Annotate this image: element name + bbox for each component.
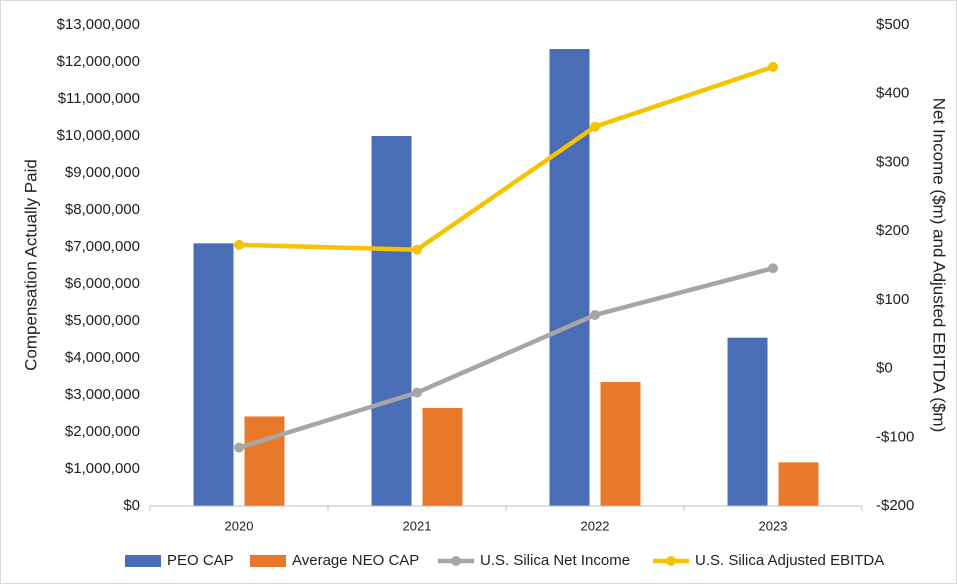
right-tick-label: $400 [876,85,909,102]
left-tick-label: $5,000,000 [65,312,140,329]
bar-peo-cap-2023 [727,337,768,506]
right-tick-label: $0 [876,360,893,377]
line-u-s-silica-adjusted-ebitda [236,64,776,252]
bar-average-neo-cap-2023 [778,462,819,506]
marker-u-s-silica-net-income-2022 [590,309,600,320]
marker-u-s-silica-adjusted-ebitda-2023 [768,61,778,72]
right-tick-label: -$100 [876,428,914,445]
left-tick-label: $12,000,000 [57,53,140,70]
marker-u-s-silica-adjusted-ebitda-2022 [590,121,600,132]
legend: PEO CAP Average NEO CAP U.S. Silica Net In… [125,552,884,569]
lines-layer [234,61,778,453]
legend-swatch-average-neo-cap [250,555,286,567]
x-tick-label: 2022 [581,518,610,533]
legend-label-average-neo-cap: Average NEO CAP [292,552,419,569]
right-tick-label: -$200 [876,497,914,514]
bar-peo-cap-2021 [371,136,412,506]
right-tick-label: $100 [876,291,909,308]
legend-label-peo-cap: PEO CAP [167,552,234,569]
x-tick-label: 2020 [225,518,254,533]
legend-swatch-peo-cap [125,555,161,567]
left-tick-label: $2,000,000 [65,423,140,440]
left-tick-label: $1,000,000 [65,460,140,477]
left-tick-label: $3,000,000 [65,386,140,403]
right-tick-label: $300 [876,153,909,170]
bar-average-neo-cap-2020 [244,416,285,506]
right-axis-ticks: -$200 -$100 $0 $100 $200 $300 $400 $500 [876,16,914,514]
left-tick-label: $9,000,000 [65,164,140,181]
x-axis-tick-marks [149,506,863,511]
left-tick-label: $13,000,000 [57,16,140,33]
bars-layer [193,49,819,507]
right-tick-label: $200 [876,222,909,239]
bar-peo-cap-2020 [193,243,234,507]
left-tick-label: $8,000,000 [65,201,140,218]
x-tick-label: 2021 [403,518,432,533]
left-tick-label: $4,000,000 [65,349,140,366]
left-axis-title: Compensation Actually Paid [21,159,40,371]
legend-marker-u-s-silica-adjusted-ebitda [666,556,676,566]
x-axis-labels: 2020 2021 2022 2023 [225,518,788,533]
right-tick-label: $500 [876,16,909,33]
marker-u-s-silica-adjusted-ebitda-2021 [412,244,422,255]
marker-u-s-silica-adjusted-ebitda-2020 [234,239,244,250]
bar-average-neo-cap-2022 [600,382,641,506]
bar-peo-cap-2022 [549,49,590,507]
bar-average-neo-cap-2021 [422,407,463,506]
line-u-s-silica-net-income [236,265,776,450]
left-tick-label: $7,000,000 [65,238,140,255]
legend-marker-u-s-silica-net-income [451,556,461,566]
legend-label-u-s-silica-adjusted-ebitda: U.S. Silica Adjusted EBITDA [695,552,884,569]
marker-u-s-silica-net-income-2020 [234,442,244,453]
legend-label-u-s-silica-net-income: U.S. Silica Net Income [480,552,630,569]
marker-u-s-silica-net-income-2021 [412,387,422,398]
left-tick-label: $6,000,000 [65,275,140,292]
x-tick-label: 2023 [759,518,788,533]
left-tick-label: $10,000,000 [57,127,140,144]
left-tick-label: $11,000,000 [58,90,140,107]
left-tick-label: $0 [123,497,140,514]
left-axis-ticks: $0 $1,000,000 $2,000,000 $3,000,000 $4,000,0… [57,16,140,514]
right-axis-title: Net Income ($m) and Adjusted EBITDA ($m) [930,98,949,432]
marker-u-s-silica-net-income-2023 [768,263,778,274]
